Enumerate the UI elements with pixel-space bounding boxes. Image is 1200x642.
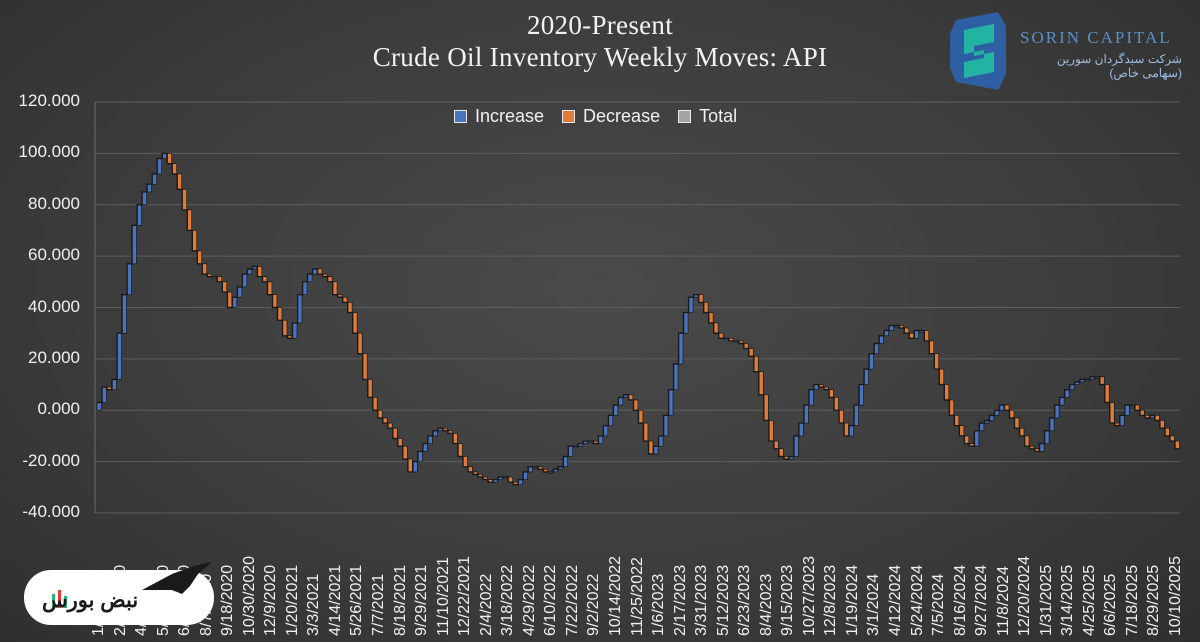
legend-label-increase: Increase (475, 106, 545, 126)
x-tick-label: 9/15/2023 (779, 564, 797, 636)
data-bar (833, 397, 839, 411)
x-tick-label: 11/25/2022 (628, 557, 646, 636)
data-bar (96, 402, 102, 411)
data-bar (868, 353, 874, 370)
x-tick-label: 11/8/2024 (994, 566, 1012, 636)
x-tick-label: 3/31/2023 (693, 564, 711, 636)
y-tick-label: 20.000 (28, 347, 80, 367)
x-tick-label: 8/16/2024 (951, 564, 969, 636)
chart-subtitle: Crude Oil Inventory Weekly Moves: API (372, 42, 828, 72)
x-tick-label: 1/20/2021 (283, 564, 301, 636)
x-tick-label: 5/12/2023 (714, 564, 732, 636)
data-bar (1159, 420, 1165, 429)
chart-title: 2020-Present (526, 10, 674, 40)
x-tick-label: 2/4/2022 (477, 573, 495, 636)
x-tick-label: 8/29/2025 (1145, 564, 1163, 636)
legend-label-total: Total (699, 106, 738, 126)
y-tick-label: 60.000 (28, 245, 80, 265)
x-tick-label: 10/14/2022 (606, 555, 624, 636)
x-tick-label: 12/9/2020 (262, 564, 280, 636)
x-tick-label: 5/26/2021 (348, 564, 366, 636)
data-bar (111, 379, 117, 390)
data-bar (944, 384, 950, 401)
x-tick-label: 12/22/2021 (456, 555, 474, 636)
x-tick-label: 7/18/2025 (1123, 564, 1141, 636)
x-tick-label: 3/14/2025 (1059, 564, 1077, 636)
x-tick-label: 1/6/2023 (650, 573, 668, 636)
x-tick-label: 6/6/2025 (1102, 573, 1120, 636)
x-tick-label: 4/12/2024 (886, 564, 904, 636)
data-bar (798, 422, 804, 437)
data-bar (653, 445, 659, 455)
watermark-text: نبض بورس (42, 589, 139, 612)
series-line (97, 152, 1180, 486)
x-tick-label: 12/8/2023 (822, 564, 840, 636)
logo-name: SORIN CAPITAL (1020, 28, 1172, 47)
x-tick-label: 12/20/2024 (1016, 555, 1034, 636)
x-tick-label: 3/1/2024 (865, 573, 883, 636)
x-tick-label: 3/3/2021 (305, 573, 323, 636)
x-tick-label: 10/30/2020 (240, 555, 258, 636)
legend-swatch-increase (454, 110, 467, 123)
data-bar (1049, 417, 1055, 432)
x-tick-label: 7/22/2022 (563, 564, 581, 636)
data-bar (688, 296, 694, 313)
logo-subtitle: شرکت سبدگردان سورین (سهامی خاص) (1056, 52, 1182, 80)
legend-swatch-decrease (562, 110, 576, 123)
x-tick-label: 1/19/2024 (843, 564, 861, 636)
legend-label-decrease: Decrease (583, 106, 661, 126)
x-tick-label: 3/18/2022 (499, 564, 517, 636)
legend-item-total: Total (678, 106, 737, 127)
data-bar (327, 276, 333, 283)
data-bar (222, 281, 228, 293)
data-bar (1014, 417, 1020, 429)
x-tick-label: 8/4/2023 (757, 573, 775, 636)
data-bar (763, 394, 769, 421)
chart-legend: Increase Decrease Total (454, 106, 737, 127)
x-tick-label: 2/17/2023 (671, 564, 689, 636)
data-bar (146, 183, 152, 193)
y-tick-label: 100.000 (18, 142, 80, 162)
x-tick-label: 1/31/2025 (1037, 564, 1055, 636)
x-tick-label: 4/25/2025 (1080, 564, 1098, 636)
series-total (96, 153, 1180, 486)
x-tick-label: 10/10/2025 (1167, 555, 1184, 636)
data-bar (979, 422, 985, 432)
x-tick-label: 7/5/2024 (930, 573, 948, 636)
legend-item-increase: Increase (454, 106, 544, 127)
x-tick-label: 10/27/2023 (800, 555, 818, 636)
watermark-badge-icon (24, 562, 214, 625)
x-tick-label: 8/18/2021 (391, 564, 409, 636)
x-tick-label: 9/29/2021 (413, 564, 431, 636)
sorin-capital-logo-icon (950, 12, 1006, 90)
x-tick-label: 11/10/2021 (434, 557, 452, 636)
data-bar (257, 266, 263, 277)
data-bar (1124, 404, 1130, 416)
data-bar (402, 445, 408, 460)
y-tick-label: -40.000 (22, 502, 80, 521)
legend-swatch-total (678, 110, 692, 123)
y-tick-label: 0.000 (37, 399, 80, 419)
y-tick-label: 80.000 (28, 193, 80, 213)
y-tick-label: -20.000 (22, 450, 80, 470)
x-tick-label: 7/7/2021 (370, 573, 388, 636)
y-tick-label: 120.000 (18, 91, 80, 110)
y-tick-label: 40.000 (28, 296, 80, 316)
x-tick-label: 4/29/2022 (520, 564, 538, 636)
x-tick-label: 9/2/2022 (585, 573, 603, 636)
x-tick-label: 4/14/2021 (326, 564, 344, 636)
data-bar (618, 397, 624, 406)
x-tick-label: 9/27/2024 (973, 564, 991, 636)
legend-item-decrease: Decrease (562, 106, 660, 127)
x-tick-label: 6/23/2023 (736, 564, 754, 636)
x-tick-label: 6/10/2022 (542, 564, 560, 636)
data-bar (507, 476, 513, 483)
data-bar (292, 322, 298, 339)
x-tick-label: 5/24/2024 (908, 564, 926, 636)
